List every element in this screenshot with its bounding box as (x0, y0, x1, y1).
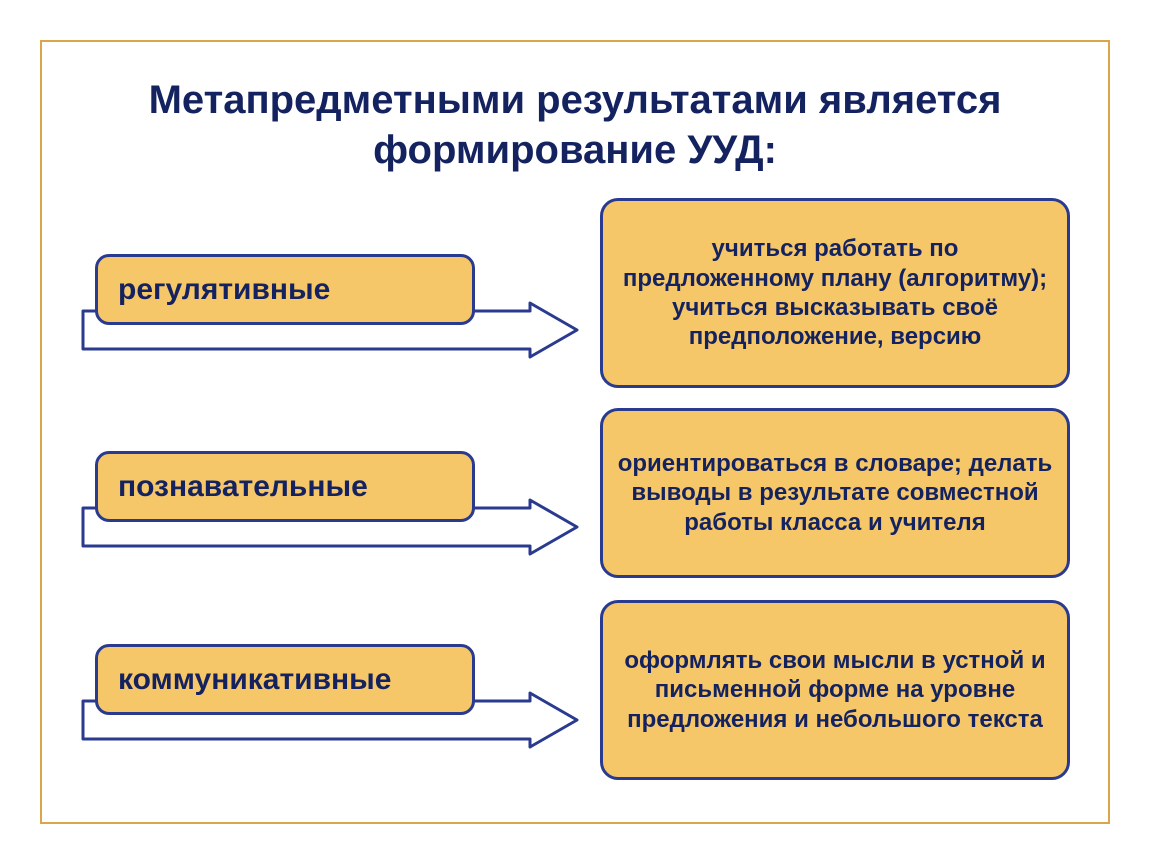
slide-title: Метапредметными результатами является фо… (0, 75, 1150, 175)
description-box-1: ориентироваться в словаре; делать выводы… (600, 408, 1070, 578)
category-box-2: коммуникативные (95, 644, 475, 715)
description-box-0: учиться работать по предложенному плану … (600, 198, 1070, 388)
category-box-0: регулятивные (95, 254, 475, 325)
category-box-1: познавательные (95, 451, 475, 522)
description-box-2: оформлять свои мысли в устной и письменн… (600, 600, 1070, 780)
